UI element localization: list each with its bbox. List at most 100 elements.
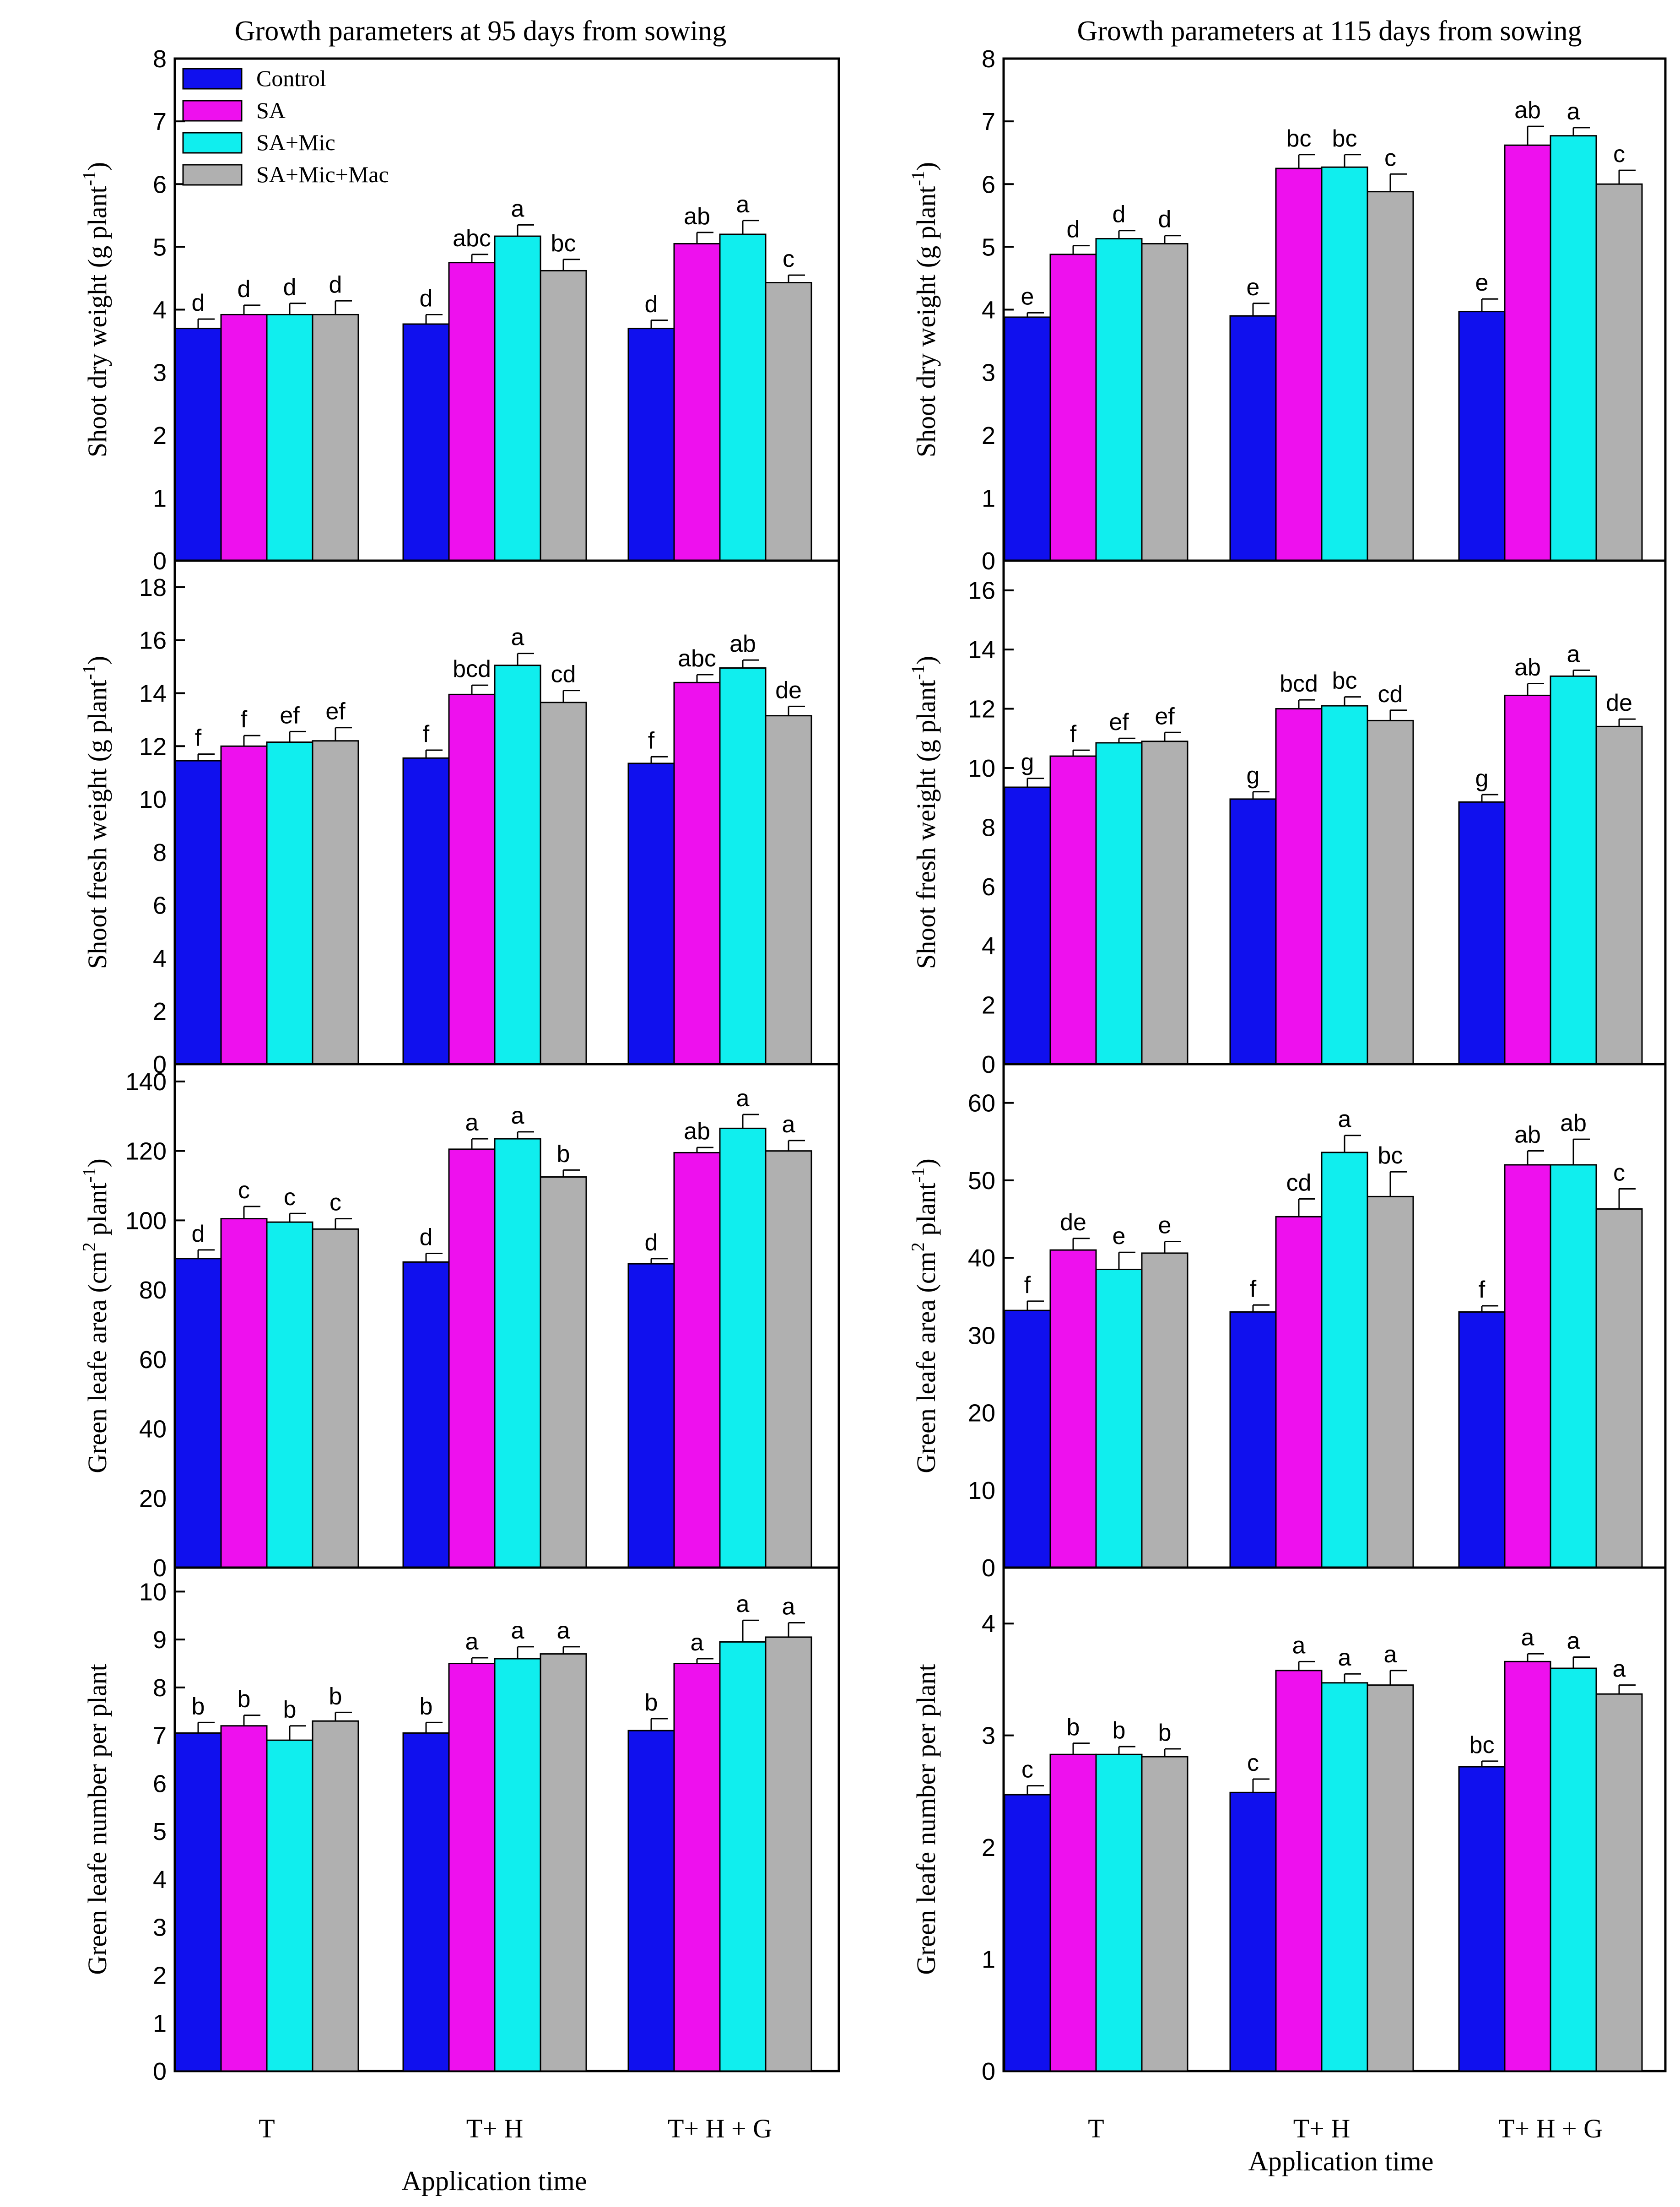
- chart-panel: 0 1 2 3 4 5 6 7 8 Shoot dry weight (g plant-1) d d d…: [79, 45, 840, 575]
- significance-letter: ef: [1109, 709, 1129, 736]
- y-tick-label: 4: [982, 932, 995, 960]
- bar-control: [174, 1732, 222, 2072]
- significance-letter: c: [284, 1184, 296, 1211]
- significance-letter: a: [1567, 641, 1580, 667]
- significance-letter: f: [195, 725, 202, 752]
- significance-letter: a: [511, 1617, 524, 1644]
- significance-letter: g: [1247, 763, 1260, 789]
- bar-control: [402, 1732, 450, 2072]
- y-tick-label: 0: [153, 1051, 167, 1078]
- y-tick-label: 30: [968, 1322, 995, 1349]
- significance-letter: ab: [1514, 1122, 1541, 1148]
- significance-letter: a: [1292, 1632, 1306, 1659]
- significance-letter: b: [1158, 1720, 1172, 1746]
- bar-sa: [220, 314, 268, 562]
- bar-sa-mic: [1095, 742, 1143, 1065]
- bar-sa-mic-mac: [765, 1150, 812, 1569]
- significance-letter: d: [283, 274, 297, 301]
- bar-sa-mic-mac: [1367, 719, 1414, 1065]
- bar-sa: [448, 693, 496, 1065]
- y-tick-label: 1: [982, 485, 995, 512]
- significance-letter: a: [1521, 1624, 1534, 1651]
- bar-control: [1229, 1311, 1277, 1569]
- y-tick-label: 5: [153, 1818, 167, 1845]
- significance-letter: a: [1567, 1628, 1580, 1655]
- significance-letter: a: [1338, 1106, 1351, 1133]
- bar-sa-mic-mac: [1367, 191, 1414, 562]
- significance-letter: f: [423, 721, 430, 747]
- y-tick-label: 140: [125, 1068, 167, 1096]
- bar-control: [1458, 1311, 1506, 1569]
- y-tick-label: 40: [968, 1244, 995, 1272]
- chart-panel: 0 20 40 60 80 100 120 140 Green leafe area (cm2 …: [79, 1063, 840, 1582]
- y-tick-label: 10: [968, 1477, 995, 1504]
- y-tick-label: 2: [153, 998, 167, 1025]
- bar-sa: [448, 1148, 496, 1569]
- y-tick-label: 14: [139, 680, 167, 707]
- y-tick-label: 2: [153, 422, 167, 449]
- chart-panel: 0 1 2 3 4 Green leafe number per plant c c bc b a a…: [911, 1566, 1667, 2143]
- significance-letter: c: [238, 1177, 250, 1204]
- significance-letter: e: [1158, 1212, 1172, 1239]
- significance-letter: abc: [678, 645, 716, 672]
- bar-sa: [1275, 1670, 1323, 2072]
- y-tick-label: 0: [982, 1554, 995, 1582]
- significance-letter: b: [645, 1689, 658, 1716]
- bar-sa: [1275, 168, 1323, 562]
- chart-panel: 0 1 2 3 4 5 6 7 8 9 10 Green leafe number per plant…: [82, 1566, 840, 2143]
- significance-letter: bc: [1332, 125, 1357, 152]
- significance-letter: e: [1113, 1223, 1126, 1250]
- significance-letter: ab: [1514, 97, 1541, 124]
- significance-letter: d: [1067, 216, 1080, 243]
- y-tick-label: 50: [968, 1167, 995, 1195]
- y-tick-label: 0: [982, 2058, 995, 2085]
- x-tick-label: T: [1088, 2114, 1104, 2143]
- y-tick-label: 20: [139, 1485, 167, 1512]
- bar-control: [1229, 798, 1277, 1065]
- bar-sa-mic: [1321, 166, 1368, 562]
- significance-letter: a: [557, 1617, 570, 1644]
- bar-control: [1004, 1794, 1051, 2072]
- significance-letter: a: [691, 1629, 704, 1656]
- y-tick-label: 7: [153, 108, 167, 135]
- significance-letter: a: [782, 1111, 795, 1138]
- bar-sa-mic: [1321, 705, 1368, 1065]
- significance-letter: b: [1067, 1714, 1080, 1741]
- bar-sa-mic: [494, 235, 541, 562]
- y-tick-label: 8: [153, 839, 167, 866]
- bar-sa: [673, 1152, 721, 1569]
- significance-letter: ab: [1514, 655, 1541, 681]
- significance-letter: f: [241, 706, 248, 733]
- y-tick-label: 16: [968, 577, 995, 605]
- significance-letter: b: [1113, 1717, 1126, 1744]
- bar-sa-mic-mac: [1367, 1195, 1414, 1569]
- y-tick-label: 0: [153, 2058, 167, 2085]
- significance-letter: a: [736, 1085, 750, 1112]
- x-tick-label: T+ H: [466, 2114, 524, 2143]
- bar-sa-mic: [1095, 1268, 1143, 1569]
- bar-sa-mic: [1321, 1682, 1368, 2072]
- y-tick-label: 0: [982, 1051, 995, 1078]
- legend-label: SA: [256, 97, 286, 123]
- bar-sa-mic-mac: [1595, 1693, 1643, 2072]
- y-tick-label: 6: [982, 873, 995, 901]
- significance-letter: c: [783, 246, 794, 272]
- y-axis-label: Shoot fresh weight (g plant-1): [79, 656, 112, 969]
- legend: Control SA SA+Mic SA+Mic+Mac: [182, 65, 389, 187]
- significance-letter: d: [192, 290, 205, 316]
- significance-letter: c: [1613, 141, 1625, 168]
- bar-sa: [1504, 1164, 1551, 1569]
- bar-control: [1004, 1309, 1051, 1569]
- y-tick-label: 14: [968, 636, 995, 664]
- y-tick-label: 80: [139, 1277, 167, 1304]
- bar-sa-mic-mac: [1367, 1684, 1414, 2072]
- significance-letter: c: [1613, 1159, 1625, 1186]
- bar-sa-mic-mac: [1595, 1208, 1643, 1569]
- legend-swatch: [182, 132, 243, 154]
- y-tick-label: 8: [982, 45, 995, 73]
- significance-letter: d: [1113, 201, 1126, 228]
- y-axis-label: Shoot fresh weight (g plant-1): [908, 656, 941, 969]
- bar-control: [627, 763, 675, 1065]
- significance-letter: b: [420, 1693, 433, 1720]
